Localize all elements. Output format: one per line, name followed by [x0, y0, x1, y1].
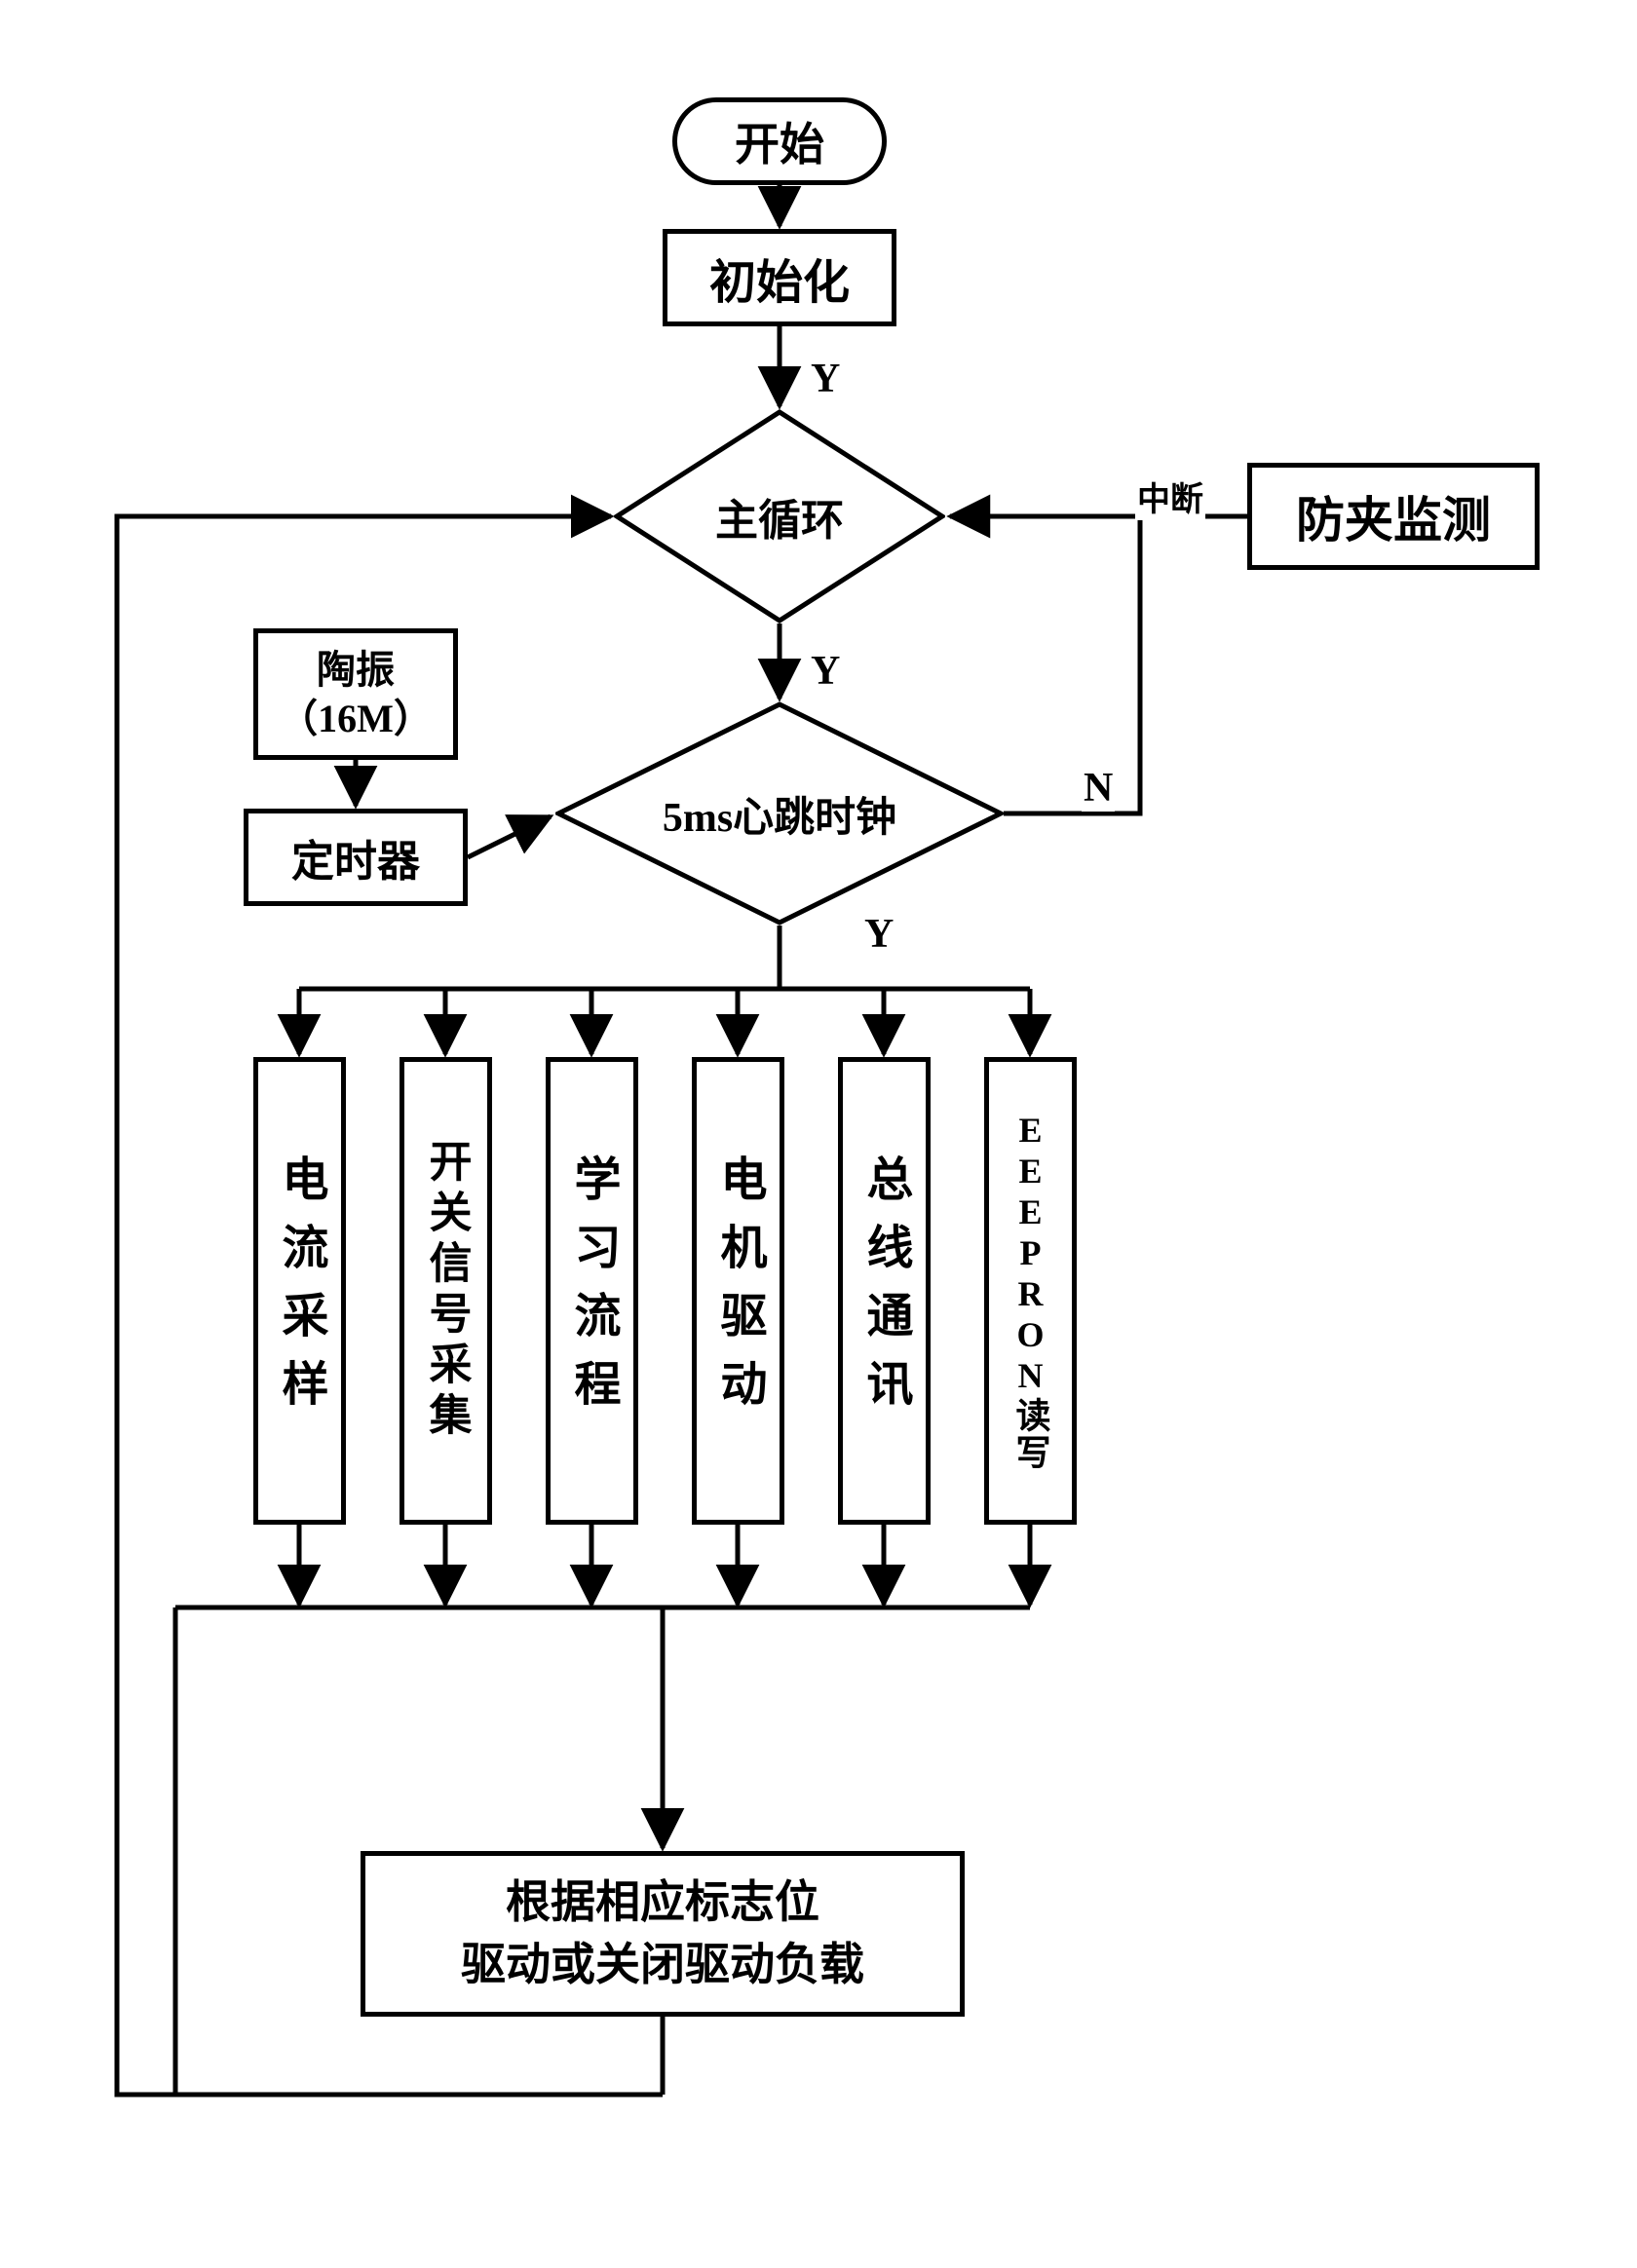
node-timer: 定时器	[244, 809, 468, 906]
node-task-1-label: 电流采样	[266, 1154, 334, 1427]
node-start-label: 开始	[735, 109, 824, 173]
node-final: 根据相应标志位 驱动或关闭驱动负载	[361, 1851, 965, 2017]
node-ceramic-label-2: （16M）	[279, 695, 433, 743]
edge-label-y3: Y	[862, 911, 895, 958]
node-task-2: 开关信号采集	[400, 1057, 492, 1525]
node-task-4: 电机驱动	[692, 1057, 784, 1525]
node-task-6-label: EEEPRON读写	[1006, 1111, 1056, 1471]
node-mainloop: 主循环	[614, 409, 945, 624]
node-task-1: 电流采样	[253, 1057, 346, 1525]
edge-label-y2: Y	[809, 648, 842, 695]
node-task-2-label: 开关信号采集	[415, 1139, 477, 1443]
node-antipinch-label: 防夹监测	[1296, 481, 1491, 551]
edge-timer-heartbeat	[468, 816, 551, 857]
flowchart-canvas: 开始 初始化 主循环 5ms心跳时钟 陶振 （16M） 定时器 防夹监测 电流采…	[0, 0, 1637, 2268]
node-start: 开始	[672, 97, 887, 185]
node-task-3: 学习流程	[546, 1057, 638, 1525]
node-task-5-label: 总线通讯	[851, 1154, 919, 1427]
edge-heartbeat-no-loop	[1004, 519, 1140, 813]
node-heartbeat-label: 5ms心跳时钟	[663, 784, 896, 844]
node-task-4-label: 电机驱动	[704, 1154, 773, 1427]
edge-label-n: N	[1082, 765, 1115, 812]
node-ceramic: 陶振 （16M）	[253, 628, 458, 760]
node-timer-label: 定时器	[291, 826, 420, 888]
node-task-6: EEEPRON读写	[984, 1057, 1077, 1525]
edge-label-interrupt: 中断	[1135, 472, 1205, 520]
node-task-5: 总线通讯	[838, 1057, 931, 1525]
node-mainloop-label: 主循环	[715, 485, 844, 548]
node-task-3-label: 学习流程	[558, 1154, 627, 1427]
node-init-label: 初始化	[709, 244, 850, 312]
node-init: 初始化	[663, 229, 896, 326]
node-heartbeat: 5ms心跳时钟	[555, 701, 1004, 926]
node-ceramic-label-1: 陶振	[317, 646, 395, 695]
edge-label-y1: Y	[809, 356, 842, 402]
node-antipinch: 防夹监测	[1247, 463, 1540, 570]
node-final-label-1: 根据相应标志位	[506, 1871, 819, 1934]
node-final-label-2: 驱动或关闭驱动负载	[461, 1934, 864, 1996]
